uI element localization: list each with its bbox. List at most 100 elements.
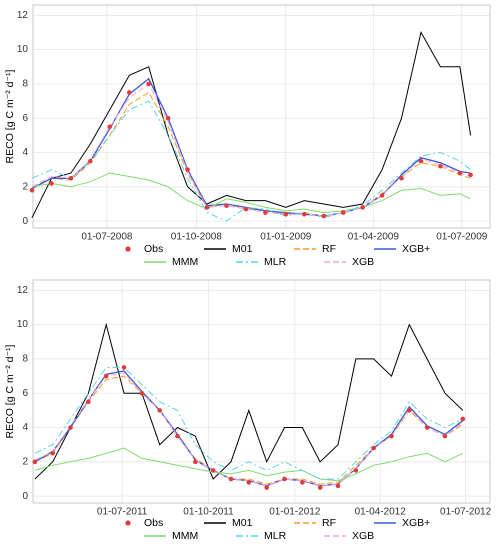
legend-label: RF: [322, 517, 336, 529]
series-line: [31, 172, 471, 214]
obs-point: [157, 408, 162, 413]
series-line: [31, 100, 471, 222]
legend-label: MLR: [264, 530, 287, 542]
x-tick-label: 01-07-2011: [97, 507, 148, 518]
obs-point: [121, 365, 127, 370]
obs-point: [360, 205, 365, 210]
legend-label: MLR: [264, 256, 287, 268]
obs-point: [317, 485, 323, 490]
legend-label: XGB+: [402, 243, 430, 255]
y-tick-label: 0: [22, 491, 28, 502]
series-line: [34, 372, 464, 487]
series-line: [31, 91, 471, 217]
obs-point: [175, 433, 180, 439]
obs-point: [228, 476, 234, 482]
obs-point: [418, 158, 424, 164]
obs-point: [340, 210, 346, 215]
obs-point: [224, 203, 229, 208]
obs-point: [146, 81, 152, 87]
obs-point: [282, 476, 287, 482]
obs-point: [165, 115, 171, 121]
obs-point: [321, 213, 327, 219]
plot-border: [32, 4, 491, 229]
legend-label: MMM: [172, 256, 198, 268]
y-tick-label: 4: [22, 147, 28, 158]
y-tick-label: 6: [22, 388, 28, 399]
legend-label: M01: [232, 517, 253, 529]
x-tick-label: 01-04-2009: [348, 232, 400, 243]
y-tick-label: 2: [22, 181, 28, 192]
y-tick-label: 8: [22, 79, 28, 90]
x-tick-label: 01-10-2011: [183, 507, 234, 518]
series-line: [31, 31, 472, 218]
legend-label: XGB: [352, 530, 374, 542]
legend-label: MMM: [172, 530, 198, 542]
series-line: [34, 447, 464, 482]
y-axis-label: RECO [g C m⁻² d⁻¹]: [4, 344, 16, 438]
obs-point: [103, 373, 109, 379]
x-tick-label: 01-07-2008: [81, 232, 133, 243]
obs-point: [399, 175, 404, 181]
legend-key: [125, 246, 131, 252]
legend-label: RF: [322, 243, 336, 255]
obs-point: [49, 181, 54, 186]
legend-label: XGB: [352, 256, 374, 268]
obs-point: [246, 480, 252, 485]
obs-point: [68, 175, 74, 181]
obs-point: [283, 211, 289, 217]
y-tick-label: 4: [22, 422, 28, 433]
obs-point: [32, 459, 38, 465]
obs-point: [263, 210, 268, 215]
obs-point: [371, 445, 376, 451]
obs-point: [379, 193, 385, 198]
obs-point: [193, 459, 198, 465]
obs-point: [438, 163, 443, 169]
obs-point: [389, 433, 394, 439]
obs-point: [264, 485, 269, 490]
legend-label: XGB+: [402, 517, 430, 529]
y-axis-label: RECO [g C m⁻² d⁻¹]: [4, 69, 16, 163]
obs-point: [126, 90, 132, 95]
obs-point: [204, 205, 210, 210]
obs-point: [68, 425, 73, 430]
series-line: [31, 77, 471, 217]
series-line: [34, 375, 464, 485]
y-tick-label: 8: [22, 354, 28, 365]
series-line: [34, 367, 464, 480]
x-tick-label: 01-10-2008: [171, 232, 223, 243]
legend-label: Obs: [144, 243, 163, 255]
obs-point: [468, 172, 473, 178]
obs-point: [107, 124, 113, 130]
obs-point: [50, 450, 56, 456]
legend-label: Obs: [144, 517, 163, 529]
y-tick-label: 12: [17, 285, 29, 296]
obs-point: [406, 408, 412, 413]
x-tick-label: 01-07-2009: [436, 232, 488, 243]
obs-point: [185, 167, 190, 172]
y-tick-label: 6: [22, 113, 28, 124]
obs-point: [86, 399, 91, 405]
x-tick-label: 01-01-2012: [269, 507, 321, 518]
plot-border: [32, 279, 491, 504]
obs-point: [353, 468, 359, 473]
y-tick-label: 12: [17, 10, 29, 21]
obs-point: [139, 390, 145, 396]
obs-point: [457, 170, 463, 176]
obs-point: [88, 158, 93, 164]
y-tick-label: 2: [22, 456, 28, 467]
obs-point: [29, 187, 35, 193]
series-line: [34, 322, 464, 480]
series-line: [31, 83, 471, 217]
legend-label: M01: [232, 243, 253, 255]
obs-point: [210, 468, 216, 473]
obs-point: [335, 483, 341, 489]
legend-key: [125, 520, 131, 526]
obs-point: [301, 211, 307, 217]
x-tick-label: 01-04-2012: [355, 507, 407, 518]
obs-point: [300, 480, 305, 485]
y-tick-label: 10: [17, 44, 29, 55]
obs-point: [442, 433, 448, 439]
obs-point: [424, 425, 430, 430]
y-tick-label: 10: [17, 319, 29, 330]
